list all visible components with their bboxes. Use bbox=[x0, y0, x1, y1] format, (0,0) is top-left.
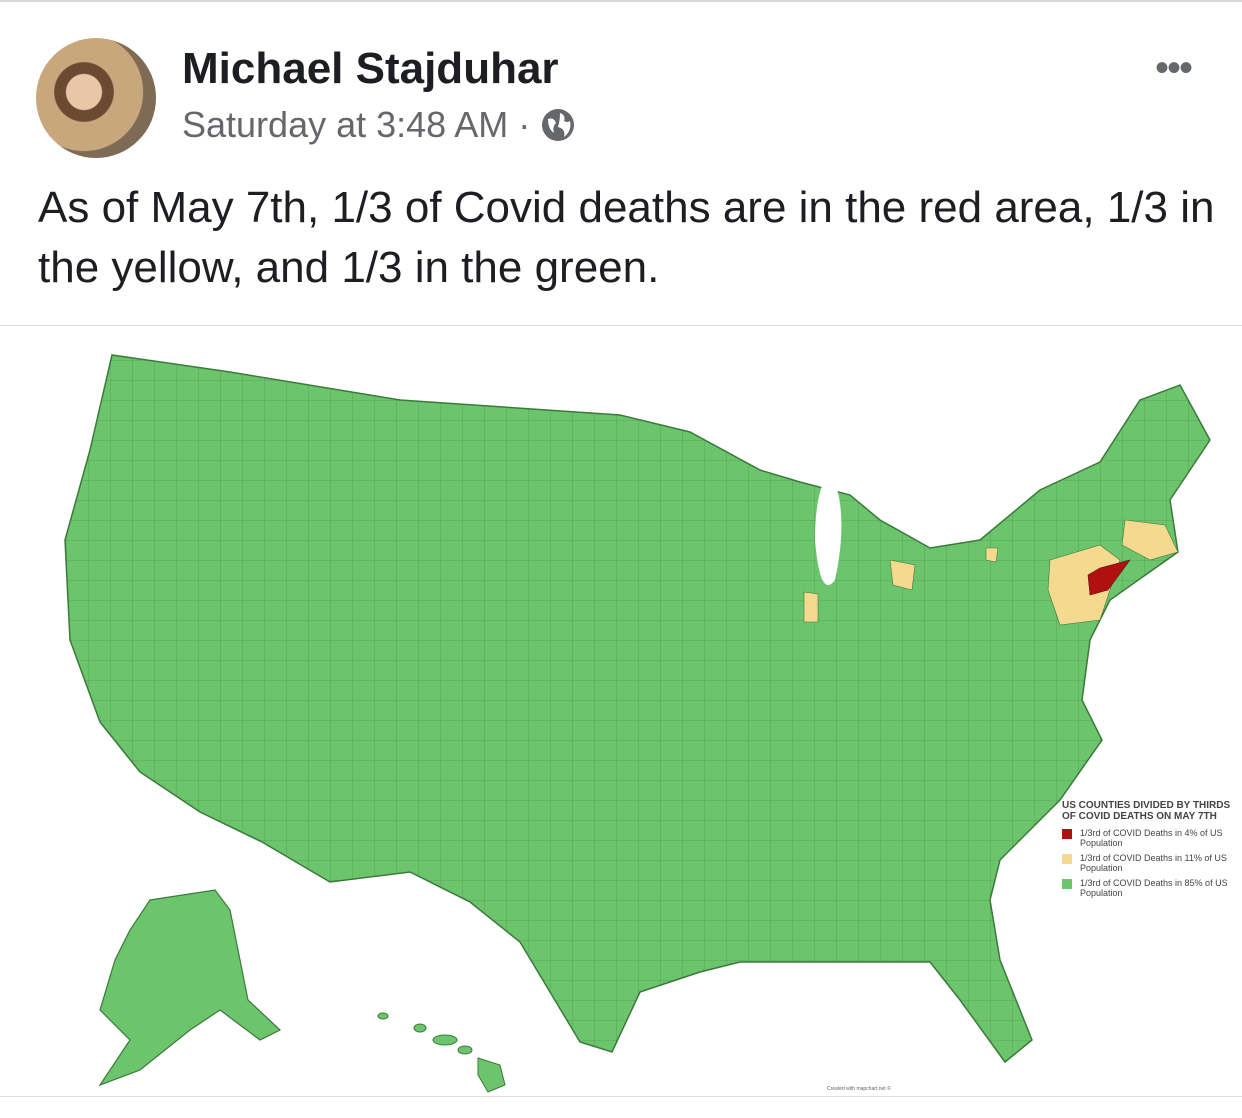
top-divider bbox=[0, 0, 1242, 2]
legend-title: US COUNTIES DIVIDED BY THIRDS OF COVID D… bbox=[1062, 800, 1231, 822]
post-text: As of May 7th, 1/3 of Covid deaths are i… bbox=[38, 183, 1215, 292]
map-legend: US COUNTIES DIVIDED BY THIRDS OF COVID D… bbox=[1062, 800, 1242, 903]
bottom-divider bbox=[0, 1096, 1242, 1097]
yellow-swatch bbox=[1062, 854, 1072, 864]
red-counties bbox=[1087, 559, 1131, 596]
timestamp[interactable]: Saturday at 3:48 AM bbox=[182, 104, 509, 145]
legend-label: 1/3rd of COVID Deaths in 4% of US Popula… bbox=[1080, 828, 1223, 848]
author-name[interactable]: Michael Stajduhar bbox=[182, 44, 559, 93]
image-divider bbox=[0, 325, 1242, 326]
legend-label: 1/3rd of COVID Deaths in 85% of US Popul… bbox=[1080, 878, 1228, 898]
hawaii bbox=[377, 1012, 506, 1093]
red-swatch bbox=[1062, 829, 1072, 839]
legend-item-green: 1/3rd of COVID Deaths in 85% of US Popul… bbox=[1062, 878, 1242, 898]
legend-item-red: 1/3rd of COVID Deaths in 4% of US Popula… bbox=[1062, 828, 1242, 848]
legend-item-yellow: 1/3rd of COVID Deaths in 11% of US Popul… bbox=[1062, 853, 1242, 873]
legend-label: 1/3rd of COVID Deaths in 11% of US Popul… bbox=[1080, 853, 1227, 873]
globe-icon bbox=[542, 109, 575, 141]
contiguous-us bbox=[64, 354, 1211, 1064]
green-swatch bbox=[1062, 879, 1072, 889]
separator: · bbox=[518, 104, 531, 145]
post-meta: Saturday at 3:48 AM · bbox=[182, 104, 576, 146]
avatar[interactable] bbox=[36, 38, 156, 158]
alaska bbox=[98, 889, 282, 1087]
yellow-counties bbox=[803, 519, 1179, 626]
map-credit: Created with mapchart.net © bbox=[827, 1086, 891, 1092]
